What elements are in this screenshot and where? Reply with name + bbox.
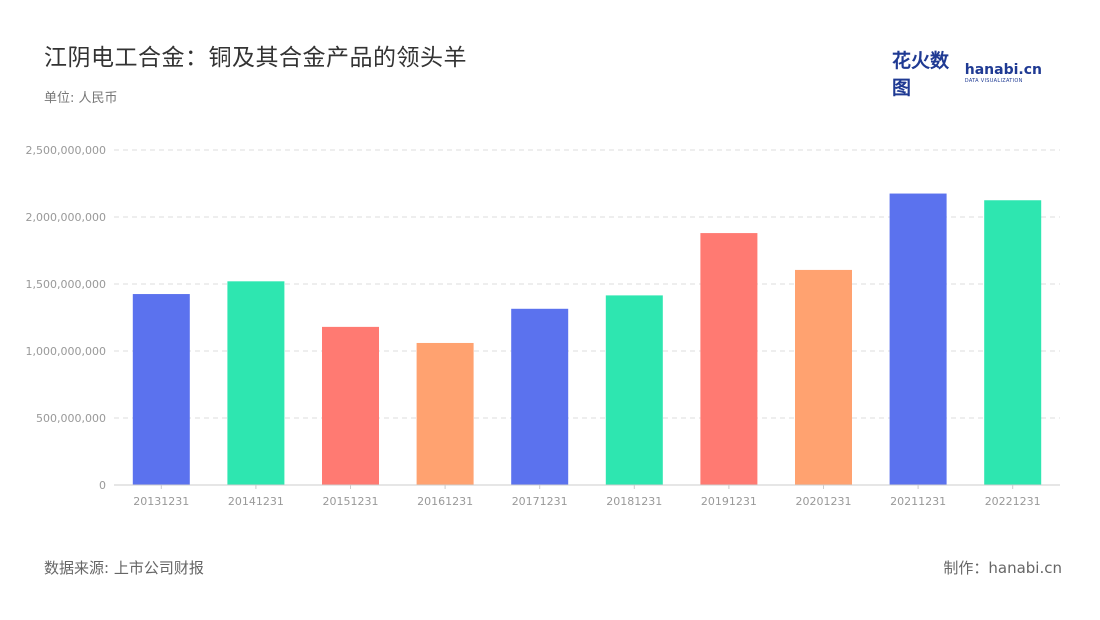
y-tick-label: 500,000,000 [36, 412, 106, 425]
bar [700, 233, 758, 485]
y-tick-label: 0 [99, 479, 106, 492]
bar-layer [132, 193, 1042, 486]
bar [227, 281, 285, 485]
bar [322, 326, 379, 485]
bar [416, 342, 474, 485]
y-tick-label: 2,500,000,000 [26, 144, 106, 157]
bar [795, 269, 852, 485]
y-tick-label: 1,500,000,000 [26, 278, 106, 291]
credit-note: 制作：hanabi.cn [943, 559, 1062, 577]
x-tick-label: 20131231 [133, 495, 189, 508]
bar [511, 308, 569, 485]
unit-label: 单位: 人民币 [44, 91, 118, 106]
data-source-note: 数据来源: 上市公司财报 [44, 559, 204, 577]
y-tick-label: 1,000,000,000 [26, 345, 106, 358]
x-tick-label: 20141231 [228, 495, 284, 508]
logo-text-sub: DATA VISUALIZATION [964, 77, 1023, 84]
logo-text-en: hanabi.cn [964, 61, 1042, 78]
brand-logo: 花火数图 hanabi.cn DATA VISUALIZATION [892, 50, 1042, 99]
x-tick-label: 20171231 [512, 495, 568, 508]
x-tick-label: 20221231 [985, 495, 1041, 508]
bar [889, 193, 947, 486]
bar [132, 294, 190, 485]
bar [984, 200, 1042, 485]
x-tick-label: 20211231 [890, 495, 946, 508]
y-tick-label: 2,000,000,000 [26, 211, 106, 224]
logo-text-cn: 花火数图 [892, 50, 950, 99]
axis-layer: 0 500,000,000 1,000,000,000 1,500,000,000 2,… [26, 144, 1060, 508]
x-tick-label: 20201231 [796, 495, 852, 508]
x-tick-label: 20151231 [323, 495, 379, 508]
x-tick-label: 20181231 [606, 495, 662, 508]
x-tick-label: 20161231 [417, 495, 473, 508]
x-tick-label: 20191231 [701, 495, 757, 508]
bar [605, 295, 663, 485]
logo-text-block: hanabi.cn DATA VISUALIZATION [965, 63, 1042, 84]
chart-title: 江阴电工合金：铜及其合金产品的领头羊 [44, 45, 467, 71]
